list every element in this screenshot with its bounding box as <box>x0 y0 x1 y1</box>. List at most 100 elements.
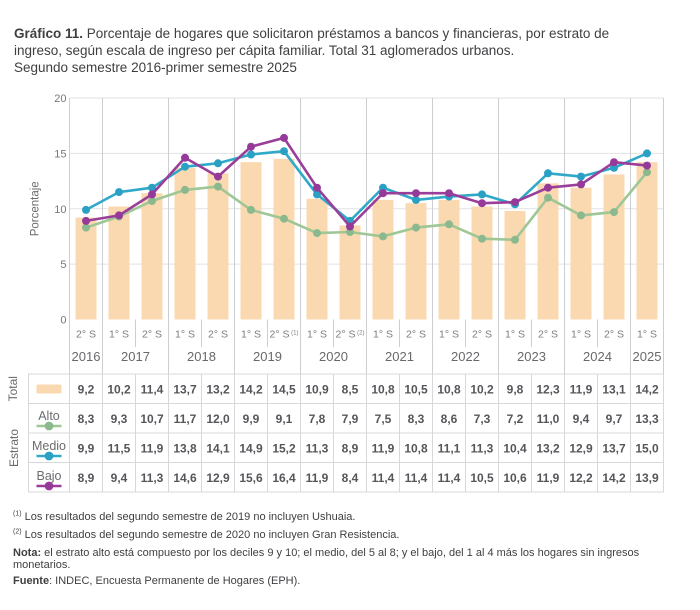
svg-text:14,1: 14,1 <box>206 442 230 456</box>
svg-text:8,5: 8,5 <box>342 383 359 397</box>
svg-text:14,2: 14,2 <box>602 471 626 485</box>
svg-text:10,6: 10,6 <box>503 471 527 485</box>
svg-text:11,9: 11,9 <box>570 383 593 397</box>
svg-text:11,3: 11,3 <box>306 442 329 456</box>
svg-text:1° S: 1° S <box>571 329 591 341</box>
svg-text:2° S: 2° S <box>472 329 492 341</box>
svg-text:8,9: 8,9 <box>78 471 95 485</box>
svg-text:2° S (2): 2° S (2) <box>336 329 365 341</box>
svg-text:2021: 2021 <box>385 349 414 364</box>
svg-text:13,3: 13,3 <box>635 412 659 426</box>
svg-text:20: 20 <box>54 93 66 105</box>
svg-text:1° S: 1° S <box>109 329 129 341</box>
svg-text:8,9: 8,9 <box>342 442 359 456</box>
svg-text:2018: 2018 <box>187 349 216 364</box>
svg-text:13,7: 13,7 <box>173 383 197 397</box>
svg-text:15,6: 15,6 <box>239 471 263 485</box>
svg-text:16,4: 16,4 <box>272 471 296 485</box>
svg-text:11,3: 11,3 <box>141 471 164 485</box>
svg-text:10: 10 <box>54 204 66 216</box>
svg-text:13,1: 13,1 <box>602 383 626 397</box>
svg-text:11,9: 11,9 <box>372 442 395 456</box>
svg-text:9,2: 9,2 <box>78 383 95 397</box>
svg-text:2019: 2019 <box>253 349 282 364</box>
svg-text:12,3: 12,3 <box>536 383 560 397</box>
svg-text:10,5: 10,5 <box>404 383 428 397</box>
svg-text:11,4: 11,4 <box>438 471 461 485</box>
svg-text:10,9: 10,9 <box>305 383 329 397</box>
svg-text:0: 0 <box>60 315 66 327</box>
svg-text:1° S: 1° S <box>307 329 327 341</box>
svg-text:2016: 2016 <box>72 349 101 364</box>
svg-text:11,9: 11,9 <box>141 442 164 456</box>
svg-text:10,8: 10,8 <box>404 442 428 456</box>
svg-text:9,7: 9,7 <box>606 412 623 426</box>
svg-text:14,9: 14,9 <box>239 442 263 456</box>
svg-text:2017: 2017 <box>121 349 150 364</box>
svg-text:10,8: 10,8 <box>371 383 395 397</box>
svg-text:8,4: 8,4 <box>342 471 359 485</box>
svg-text:8,3: 8,3 <box>78 412 95 426</box>
svg-text:12,0: 12,0 <box>206 412 230 426</box>
svg-text:14,5: 14,5 <box>272 383 296 397</box>
svg-text:Medio: Medio <box>32 439 66 453</box>
svg-text:2° S: 2° S <box>142 329 162 341</box>
svg-text:7,3: 7,3 <box>474 412 491 426</box>
svg-text:7,2: 7,2 <box>507 412 524 426</box>
svg-text:2° S: 2° S <box>538 329 558 341</box>
svg-text:9,3: 9,3 <box>111 412 128 426</box>
svg-text:10,2: 10,2 <box>107 383 131 397</box>
svg-text:13,2: 13,2 <box>536 442 560 456</box>
svg-text:10,8: 10,8 <box>437 383 461 397</box>
svg-text:14,2: 14,2 <box>239 383 263 397</box>
svg-text:15,0: 15,0 <box>635 442 659 456</box>
svg-text:2022: 2022 <box>451 349 480 364</box>
svg-text:13,7: 13,7 <box>602 442 626 456</box>
svg-text:1° S: 1° S <box>637 329 657 341</box>
svg-text:Alto: Alto <box>38 409 60 423</box>
svg-text:11,1: 11,1 <box>438 442 461 456</box>
svg-text:9,1: 9,1 <box>276 412 293 426</box>
svg-text:11,7: 11,7 <box>174 412 197 426</box>
svg-text:13,8: 13,8 <box>173 442 197 456</box>
svg-text:2025: 2025 <box>633 349 662 364</box>
svg-text:Total: Total <box>6 376 20 401</box>
svg-text:11,3: 11,3 <box>471 442 494 456</box>
svg-text:10,2: 10,2 <box>470 383 494 397</box>
svg-text:10,5: 10,5 <box>470 471 494 485</box>
svg-text:11,0: 11,0 <box>537 412 560 426</box>
svg-text:15: 15 <box>54 148 66 160</box>
svg-text:2020: 2020 <box>319 349 348 364</box>
svg-text:10,7: 10,7 <box>140 412 164 426</box>
svg-text:11,4: 11,4 <box>372 471 395 485</box>
svg-text:1° S: 1° S <box>439 329 459 341</box>
svg-text:11,4: 11,4 <box>141 383 164 397</box>
svg-text:2023: 2023 <box>517 349 546 364</box>
svg-text:13,2: 13,2 <box>206 383 230 397</box>
svg-text:8,6: 8,6 <box>441 412 458 426</box>
svg-text:7,8: 7,8 <box>309 412 326 426</box>
svg-text:1° S: 1° S <box>505 329 525 341</box>
svg-text:15,2: 15,2 <box>272 442 296 456</box>
svg-text:2024: 2024 <box>583 349 612 364</box>
svg-text:8,3: 8,3 <box>408 412 425 426</box>
svg-text:1° S: 1° S <box>241 329 261 341</box>
svg-text:1° S: 1° S <box>175 329 195 341</box>
svg-text:7,9: 7,9 <box>342 412 359 426</box>
svg-text:2° S (1): 2° S (1) <box>270 329 299 341</box>
svg-text:5: 5 <box>60 259 66 271</box>
svg-text:12,9: 12,9 <box>569 442 593 456</box>
svg-text:9,9: 9,9 <box>78 442 95 456</box>
svg-text:Bajo: Bajo <box>36 469 61 483</box>
svg-text:9,9: 9,9 <box>243 412 260 426</box>
svg-text:11,9: 11,9 <box>306 471 329 485</box>
svg-text:11,9: 11,9 <box>537 471 560 485</box>
svg-text:14,2: 14,2 <box>635 383 659 397</box>
svg-text:2° S: 2° S <box>208 329 228 341</box>
svg-text:12,9: 12,9 <box>206 471 230 485</box>
svg-text:9,4: 9,4 <box>573 412 590 426</box>
svg-text:9,8: 9,8 <box>507 383 524 397</box>
svg-text:Estrato: Estrato <box>7 429 21 467</box>
svg-text:1° S: 1° S <box>373 329 393 341</box>
svg-text:11,5: 11,5 <box>108 442 131 456</box>
